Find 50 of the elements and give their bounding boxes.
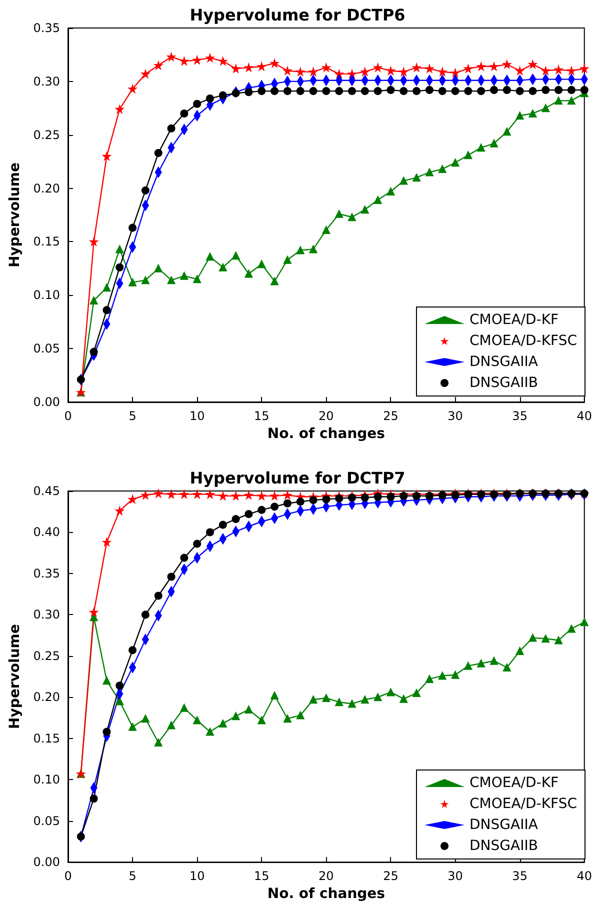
y-tick-label: 0.30 <box>33 608 60 622</box>
x-tick-label: 20 <box>318 869 334 884</box>
x-tick-label: 10 <box>189 869 205 884</box>
x-tick-label: 0 <box>64 869 72 884</box>
x-tick-label: 35 <box>512 869 528 884</box>
legend-label: CMOEA/D-KF <box>470 775 559 791</box>
y-axis-title: Hypervolume <box>7 624 23 729</box>
x-tick-label: 30 <box>448 869 463 884</box>
y-tick-label: 0.25 <box>33 648 60 663</box>
legend-label: CMOEA/D-KFSC <box>470 333 578 349</box>
x-tick-label: 25 <box>383 869 398 884</box>
x-tick-label: 15 <box>254 869 270 884</box>
x-tick-label: 40 <box>576 869 592 884</box>
y-tick-label: 0.05 <box>33 342 60 356</box>
x-tick-label: 35 <box>512 409 528 423</box>
legend-label: CMOEA/D-KFSC <box>470 796 578 812</box>
y-tick-label: 0.10 <box>33 288 60 302</box>
legend-label: DNSGAIIA <box>470 817 538 833</box>
y-tick-label: 0.20 <box>33 181 60 196</box>
x-tick-label: 30 <box>448 409 463 423</box>
legend-label: DNSGAIIA <box>470 354 538 370</box>
y-axis-title: Hypervolume <box>7 162 23 268</box>
legend-label: DNSGAIIB <box>470 375 538 391</box>
y-tick-label: 0.00 <box>33 395 60 409</box>
x-tick-label: 10 <box>189 409 205 423</box>
y-tick-label: 0.10 <box>33 772 60 787</box>
y-tick-label: 0.30 <box>33 74 60 88</box>
y-tick-label: 0.20 <box>33 690 60 704</box>
x-tick-label: 40 <box>576 409 592 423</box>
x-tick-label: 25 <box>383 409 398 423</box>
y-tick-label: 0.15 <box>33 234 60 249</box>
x-tick-label: 0 <box>64 409 72 423</box>
chart-title: Hypervolume for DCTP7 <box>190 468 406 488</box>
y-tick-label: 0.15 <box>33 731 60 746</box>
x-axis-title: No. of changes <box>267 886 386 902</box>
chart-title: Hypervolume for DCTP6 <box>190 6 406 24</box>
x-tick-label: 20 <box>318 409 334 423</box>
y-tick-label: 0.25 <box>33 128 60 142</box>
legend-label: CMOEA/D-KF <box>470 312 559 328</box>
y-tick-label: 0.35 <box>33 21 60 35</box>
y-tick-label: 0.00 <box>33 855 60 870</box>
y-tick-label: 0.45 <box>33 484 60 498</box>
x-tick-label: 5 <box>128 869 136 884</box>
x-axis-title: No. of changes <box>267 426 386 442</box>
y-tick-label: 0.40 <box>33 525 60 540</box>
x-tick-label: 15 <box>254 409 270 423</box>
x-tick-label: 5 <box>128 409 136 423</box>
y-tick-label: 0.05 <box>33 814 60 828</box>
y-tick-label: 0.35 <box>33 566 60 580</box>
legend-label: DNSGAIIB <box>470 838 538 854</box>
